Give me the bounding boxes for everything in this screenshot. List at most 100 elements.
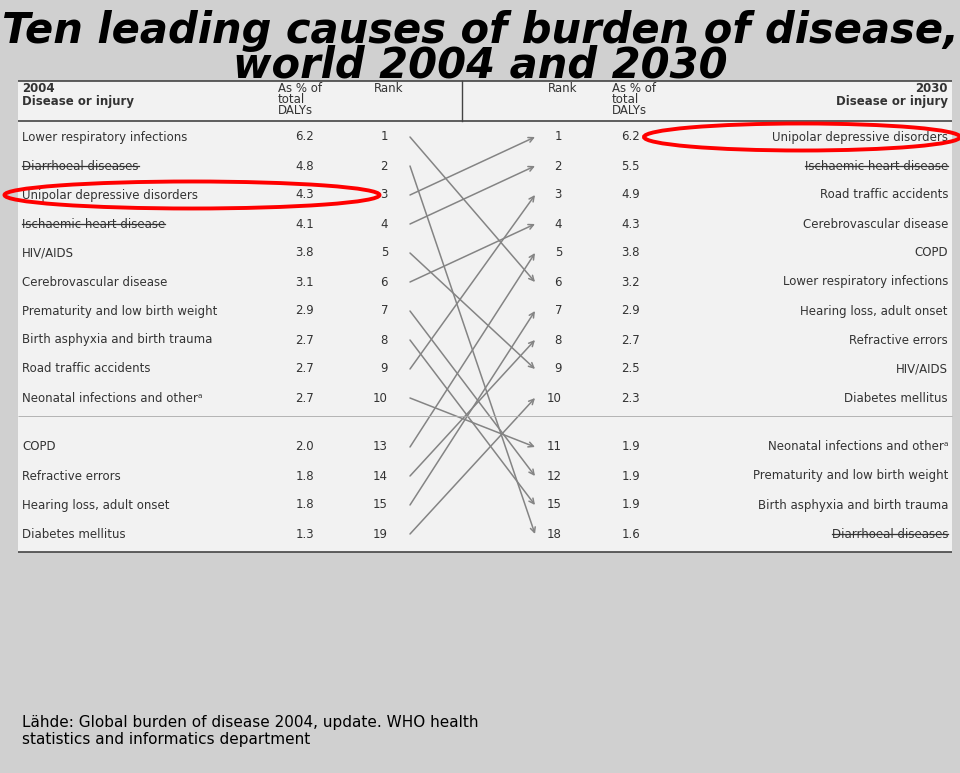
Text: 5: 5 <box>555 247 562 260</box>
Text: 1: 1 <box>380 131 388 144</box>
Text: Ischaemic heart disease: Ischaemic heart disease <box>804 159 948 172</box>
Text: 6.2: 6.2 <box>296 131 314 144</box>
Text: 3: 3 <box>380 189 388 202</box>
Text: 12: 12 <box>547 469 562 482</box>
Text: Lower respiratory infections: Lower respiratory infections <box>22 131 187 144</box>
Text: 4.9: 4.9 <box>621 189 640 202</box>
Text: 4: 4 <box>380 217 388 230</box>
Text: 3.8: 3.8 <box>296 247 314 260</box>
Text: 2.7: 2.7 <box>296 363 314 376</box>
Text: Diarrhoeal diseases: Diarrhoeal diseases <box>22 159 138 172</box>
Text: 2.7: 2.7 <box>296 391 314 404</box>
Text: Cerebrovascular disease: Cerebrovascular disease <box>22 275 167 288</box>
Text: 15: 15 <box>373 499 388 512</box>
Text: Road traffic accidents: Road traffic accidents <box>820 189 948 202</box>
Text: total: total <box>278 93 305 106</box>
Text: 1.3: 1.3 <box>296 527 314 540</box>
Text: world 2004 and 2030: world 2004 and 2030 <box>232 45 728 87</box>
Text: Lähde: Global burden of disease 2004, update. WHO health
statistics and informat: Lähde: Global burden of disease 2004, up… <box>22 715 478 747</box>
Text: total: total <box>612 93 639 106</box>
Text: Diabetes mellitus: Diabetes mellitus <box>22 527 126 540</box>
Text: 2: 2 <box>380 159 388 172</box>
Text: As % of: As % of <box>612 82 656 95</box>
Text: 6: 6 <box>380 275 388 288</box>
Text: Disease or injury: Disease or injury <box>836 95 948 108</box>
Text: Neonatal infections and otherᵃ: Neonatal infections and otherᵃ <box>22 391 203 404</box>
Text: 9: 9 <box>555 363 562 376</box>
Text: Diabetes mellitus: Diabetes mellitus <box>845 391 948 404</box>
Text: 1.8: 1.8 <box>296 499 314 512</box>
Text: 19: 19 <box>373 527 388 540</box>
Text: 3.1: 3.1 <box>296 275 314 288</box>
Text: Refractive errors: Refractive errors <box>850 333 948 346</box>
Text: Diarrhoeal diseases: Diarrhoeal diseases <box>831 527 948 540</box>
Text: 15: 15 <box>547 499 562 512</box>
Text: 3: 3 <box>555 189 562 202</box>
Text: 4.8: 4.8 <box>296 159 314 172</box>
Text: 5: 5 <box>380 247 388 260</box>
Text: 11: 11 <box>547 441 562 454</box>
Text: Hearing loss, adult onset: Hearing loss, adult onset <box>22 499 170 512</box>
Text: Unipolar depressive disorders: Unipolar depressive disorders <box>772 131 948 144</box>
Text: 2.5: 2.5 <box>621 363 640 376</box>
Text: 1.9: 1.9 <box>621 469 640 482</box>
Text: 1: 1 <box>555 131 562 144</box>
Text: 2: 2 <box>555 159 562 172</box>
Text: DALYs: DALYs <box>278 104 313 117</box>
Text: Prematurity and low birth weight: Prematurity and low birth weight <box>22 305 217 318</box>
Text: Neonatal infections and otherᵃ: Neonatal infections and otherᵃ <box>767 441 948 454</box>
Text: Prematurity and low birth weight: Prematurity and low birth weight <box>753 469 948 482</box>
Text: Hearing loss, adult onset: Hearing loss, adult onset <box>801 305 948 318</box>
Text: 4: 4 <box>555 217 562 230</box>
Text: 5.5: 5.5 <box>621 159 640 172</box>
Text: 3.2: 3.2 <box>621 275 640 288</box>
Text: Unipolar depressive disorders: Unipolar depressive disorders <box>22 189 198 202</box>
Text: 2.9: 2.9 <box>621 305 640 318</box>
Text: Road traffic accidents: Road traffic accidents <box>22 363 151 376</box>
Text: 2004: 2004 <box>22 82 55 95</box>
Text: 1.9: 1.9 <box>621 441 640 454</box>
Text: Cerebrovascular disease: Cerebrovascular disease <box>803 217 948 230</box>
Text: 7: 7 <box>380 305 388 318</box>
Text: 14: 14 <box>373 469 388 482</box>
Text: 1.6: 1.6 <box>621 527 640 540</box>
Text: 10: 10 <box>373 391 388 404</box>
Text: 8: 8 <box>555 333 562 346</box>
Text: 2.3: 2.3 <box>621 391 640 404</box>
Text: 1.8: 1.8 <box>296 469 314 482</box>
Text: 4.3: 4.3 <box>621 217 640 230</box>
Text: HIV/AIDS: HIV/AIDS <box>22 247 74 260</box>
Text: 1.9: 1.9 <box>621 499 640 512</box>
Text: 2030: 2030 <box>916 82 948 95</box>
Text: 4.1: 4.1 <box>296 217 314 230</box>
Text: 7: 7 <box>555 305 562 318</box>
Text: Ten leading causes of burden of disease,: Ten leading causes of burden of disease, <box>2 10 958 52</box>
Text: 6.2: 6.2 <box>621 131 640 144</box>
Text: 2.9: 2.9 <box>296 305 314 318</box>
Text: COPD: COPD <box>22 441 56 454</box>
Text: Rank: Rank <box>374 82 403 95</box>
Text: Ischaemic heart disease: Ischaemic heart disease <box>22 217 165 230</box>
Text: 6: 6 <box>555 275 562 288</box>
Text: DALYs: DALYs <box>612 104 647 117</box>
Text: 18: 18 <box>547 527 562 540</box>
Text: 2.7: 2.7 <box>296 333 314 346</box>
Text: As % of: As % of <box>278 82 322 95</box>
Text: COPD: COPD <box>914 247 948 260</box>
Text: Refractive errors: Refractive errors <box>22 469 121 482</box>
Text: 3.8: 3.8 <box>621 247 640 260</box>
Text: 8: 8 <box>380 333 388 346</box>
Text: 2.7: 2.7 <box>621 333 640 346</box>
Text: Birth asphyxia and birth trauma: Birth asphyxia and birth trauma <box>757 499 948 512</box>
Text: 2.0: 2.0 <box>296 441 314 454</box>
Text: Birth asphyxia and birth trauma: Birth asphyxia and birth trauma <box>22 333 212 346</box>
Text: Disease or injury: Disease or injury <box>22 95 134 108</box>
Text: 13: 13 <box>373 441 388 454</box>
Text: HIV/AIDS: HIV/AIDS <box>896 363 948 376</box>
Text: 10: 10 <box>547 391 562 404</box>
Bar <box>18 81 952 552</box>
Text: 4.3: 4.3 <box>296 189 314 202</box>
Text: 9: 9 <box>380 363 388 376</box>
Text: Rank: Rank <box>548 82 578 95</box>
Text: Lower respiratory infections: Lower respiratory infections <box>782 275 948 288</box>
